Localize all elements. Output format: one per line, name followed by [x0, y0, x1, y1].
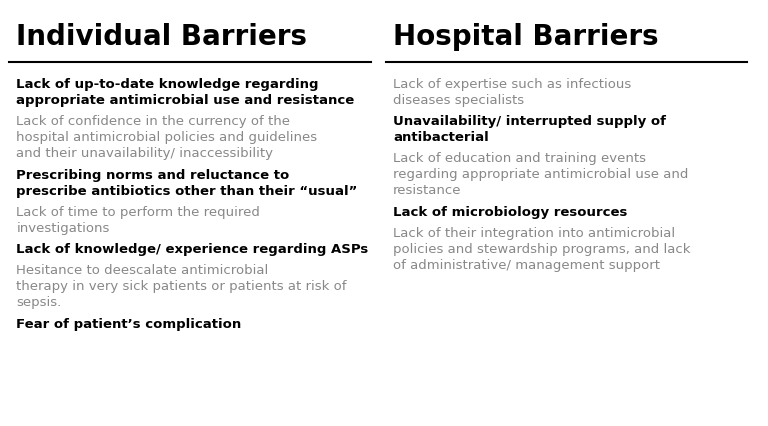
Text: Lack of expertise such as infectious
diseases specialists: Lack of expertise such as infectious dis…	[393, 78, 631, 106]
Text: Lack of microbiology resources: Lack of microbiology resources	[393, 205, 627, 219]
Text: Unavailability/ interrupted supply of
antibacterial: Unavailability/ interrupted supply of an…	[393, 115, 666, 144]
Text: Hospital Barriers: Hospital Barriers	[393, 23, 659, 51]
Text: Lack of up-to-date knowledge regarding
appropriate antimicrobial use and resista: Lack of up-to-date knowledge regarding a…	[16, 78, 355, 106]
Text: Lack of education and training events
regarding appropriate antimicrobial use an: Lack of education and training events re…	[393, 152, 689, 197]
Text: Lack of time to perform the required
investigations: Lack of time to perform the required inv…	[16, 205, 260, 234]
Text: Prescribing norms and reluctance to
prescribe antibiotics other than their “usua: Prescribing norms and reluctance to pres…	[16, 168, 358, 197]
Text: Individual Barriers: Individual Barriers	[16, 23, 307, 51]
Text: Fear of patient’s complication: Fear of patient’s complication	[16, 317, 242, 330]
Text: Lack of their integration into antimicrobial
policies and stewardship programs, : Lack of their integration into antimicro…	[393, 227, 690, 271]
Text: Hesitance to deescalate antimicrobial
therapy in very sick patients or patients : Hesitance to deescalate antimicrobial th…	[16, 264, 347, 309]
Text: Lack of confidence in the currency of the
hospital antimicrobial policies and gu: Lack of confidence in the currency of th…	[16, 115, 318, 160]
Text: Lack of knowledge/ experience regarding ASPs: Lack of knowledge/ experience regarding …	[16, 243, 369, 256]
